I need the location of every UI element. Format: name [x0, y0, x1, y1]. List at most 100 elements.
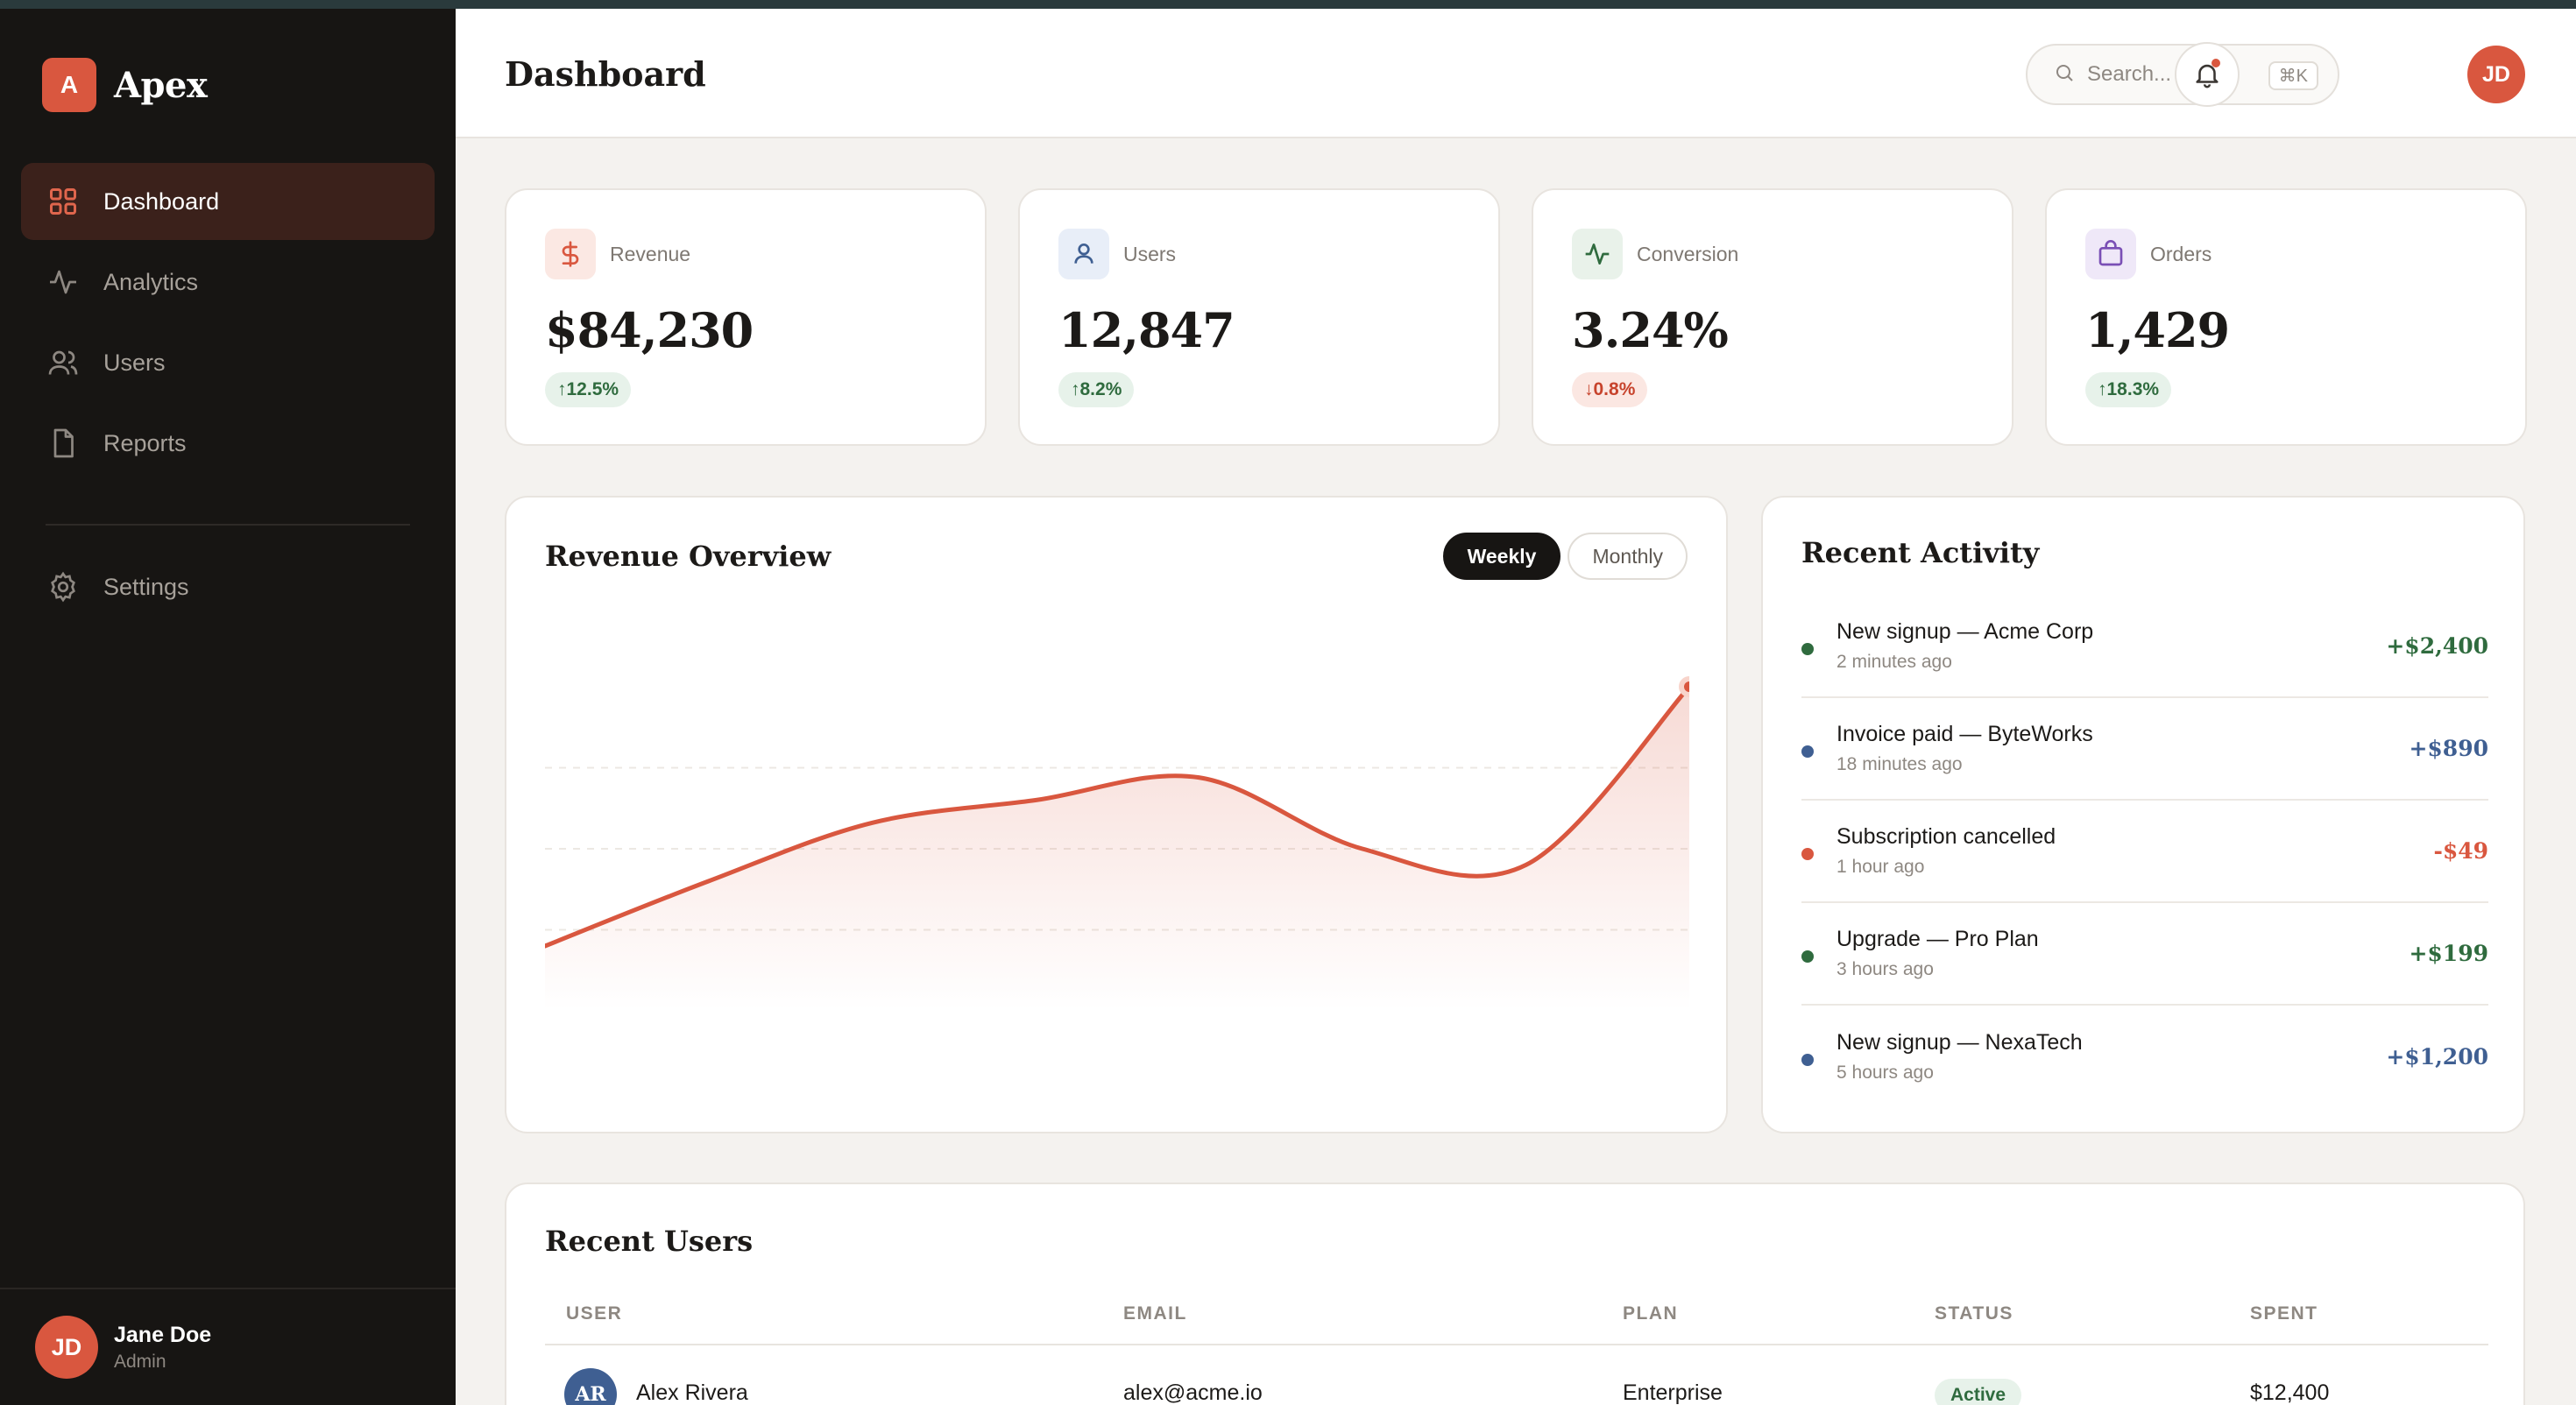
sidebar-item-label: Users: [103, 349, 166, 376]
card-title: Recent Activity: [1801, 536, 2040, 569]
stat-delta: ↑ 18.3%: [2085, 372, 2172, 407]
arrow-up-icon: ↑: [1071, 379, 1080, 399]
activity-title: New signup — NexaTech: [1836, 1030, 2083, 1055]
table-row[interactable]: AR Alex Rivera alex@acme.io Enterprise A…: [545, 1347, 2488, 1405]
spent-cell: $12,400: [2250, 1380, 2330, 1405]
chart-point[interactable]: [1679, 676, 1689, 697]
activity-icon: [46, 265, 81, 300]
stat-delta: ↑ 8.2%: [1058, 372, 1135, 407]
list-item[interactable]: New signup — Acme Corp 2 minutes ago +$2…: [1801, 596, 2488, 698]
column-header-plan[interactable]: PLAN: [1623, 1303, 1679, 1324]
stat-card-conversion: Conversion 3.24% ↓ 0.8%: [1532, 188, 2013, 446]
user-role: Admin: [114, 1351, 166, 1372]
column-header-email[interactable]: EMAIL: [1123, 1303, 1187, 1324]
status-dot: [1801, 950, 1814, 963]
status-dot: [1801, 847, 1814, 860]
stat-delta: ↑ 12.5%: [545, 372, 632, 407]
email-cell: alex@acme.io: [1123, 1380, 1263, 1405]
search-icon: [2054, 62, 2075, 88]
sidebar-item-reports[interactable]: Reports: [21, 405, 435, 482]
stat-card-revenue: Revenue $84,230 ↑ 12.5%: [505, 188, 987, 446]
notification-dot: [2212, 59, 2220, 67]
stat-value: 12,847: [1058, 302, 1235, 358]
activity-time: 1 hour ago: [1836, 857, 1925, 877]
tab-weekly[interactable]: Weekly: [1442, 533, 1561, 580]
activity-title: New signup — Acme Corp: [1836, 619, 2094, 644]
list-item[interactable]: New signup — NexaTech 5 hours ago +$1,20…: [1801, 1006, 2488, 1108]
column-header-status[interactable]: STATUS: [1935, 1303, 2013, 1324]
recent-users-card: Recent Users USER EMAIL PLAN STATUS SPEN…: [505, 1183, 2525, 1405]
window-top-strip: [0, 0, 2576, 9]
activity-list: New signup — Acme Corp 2 minutes ago +$2…: [1801, 596, 2488, 1108]
header: Dashboard ⌘K JD: [456, 9, 2576, 138]
stat-label: Conversion: [1637, 242, 1739, 265]
sidebar-item-settings[interactable]: Settings: [21, 548, 435, 625]
activity-time: 5 hours ago: [1836, 1063, 1934, 1083]
stat-card-users: Users 12,847 ↑ 8.2%: [1018, 188, 1500, 446]
notifications-button[interactable]: [2175, 42, 2240, 107]
arrow-up-icon: ↑: [2098, 379, 2107, 399]
list-item[interactable]: Upgrade — Pro Plan 3 hours ago +$199: [1801, 903, 2488, 1006]
column-header-spent[interactable]: SPENT: [2250, 1303, 2318, 1324]
tab-monthly[interactable]: Monthly: [1568, 533, 1688, 580]
gear-icon: [46, 569, 81, 604]
sidebar-item-label: Settings: [103, 573, 189, 600]
stat-value: 3.24%: [1572, 302, 1729, 358]
sidebar-item-users[interactable]: Users: [21, 324, 435, 401]
stat-delta: ↓ 0.8%: [1572, 372, 1648, 407]
stat-delta-value: 8.2%: [1079, 379, 1122, 399]
period-toggle: Weekly Monthly: [1436, 533, 1688, 580]
stat-delta-value: 12.5%: [566, 379, 619, 399]
card-title: Recent Users: [545, 1225, 754, 1258]
stat-label: Users: [1123, 242, 1177, 265]
sidebar-item-analytics[interactable]: Analytics: [21, 244, 435, 321]
column-header-user[interactable]: USER: [566, 1303, 623, 1324]
stat-value: $84,230: [545, 302, 754, 358]
brand[interactable]: A Apex: [42, 58, 208, 112]
sidebar-item-label: Dashboard: [103, 187, 220, 215]
header-avatar[interactable]: JD: [2467, 46, 2525, 103]
chart-series-line: [545, 684, 1689, 949]
activity-amount: +$2,400: [2386, 633, 2488, 659]
sidebar-divider: [46, 524, 410, 526]
dollar-icon: [545, 229, 596, 279]
sidebar: A Apex Dashboard Analytics Users Repor: [0, 9, 456, 1405]
grid-icon: [46, 184, 81, 219]
sidebar-user[interactable]: JD Jane Doe Admin: [0, 1288, 456, 1405]
brand-logo-icon: A: [42, 58, 96, 112]
revenue-overview-card: Revenue Overview Weekly Monthly: [505, 496, 1728, 1133]
users-icon: [46, 345, 81, 380]
status-dot: [1801, 1053, 1814, 1066]
sidebar-item-dashboard[interactable]: Dashboard: [21, 163, 435, 240]
stat-delta-value: 0.8%: [1593, 379, 1636, 399]
stat-label: Revenue: [610, 242, 691, 265]
bag-icon: [2085, 229, 2136, 279]
arrow-down-icon: ↓: [1584, 379, 1594, 399]
list-item[interactable]: Subscription cancelled 1 hour ago -$49: [1801, 801, 2488, 903]
plan-cell: Enterprise: [1623, 1380, 1723, 1405]
activity-title: Subscription cancelled: [1836, 824, 2056, 849]
sidebar-nav: Dashboard Analytics Users Reports Setti: [21, 163, 435, 629]
status-badge: Active: [1935, 1379, 2022, 1405]
activity-title: Upgrade — Pro Plan: [1836, 927, 2039, 951]
sidebar-item-label: Analytics: [103, 268, 199, 295]
stat-value: 1,429: [2085, 302, 2230, 358]
bell-icon: [2196, 64, 2219, 88]
status-dot: [1801, 745, 1814, 758]
activity-amount: +$890: [2409, 736, 2488, 761]
sidebar-item-label: Reports: [103, 429, 187, 456]
recent-activity-card: Recent Activity New signup — Acme Corp 2…: [1761, 496, 2525, 1133]
stat-card-orders: Orders 1,429 ↑ 18.3%: [2045, 188, 2527, 446]
arrow-up-icon: ↑: [557, 379, 567, 399]
revenue-chart: [545, 676, 1689, 1011]
activity-time: 3 hours ago: [1836, 959, 1934, 979]
activity-time: 18 minutes ago: [1836, 754, 1963, 774]
activity-amount: +$1,200: [2386, 1044, 2488, 1070]
table-header: USER EMAIL PLAN STATUS SPENT: [545, 1286, 2488, 1345]
search-shortcut: ⌘K: [2268, 61, 2318, 90]
page-title: Dashboard: [505, 54, 706, 94]
list-item[interactable]: Invoice paid — ByteWorks 18 minutes ago …: [1801, 698, 2488, 801]
activity-amount: -$49: [2433, 838, 2488, 864]
activity-amount: +$199: [2409, 941, 2488, 966]
user-name-cell: Alex Rivera: [636, 1380, 748, 1405]
